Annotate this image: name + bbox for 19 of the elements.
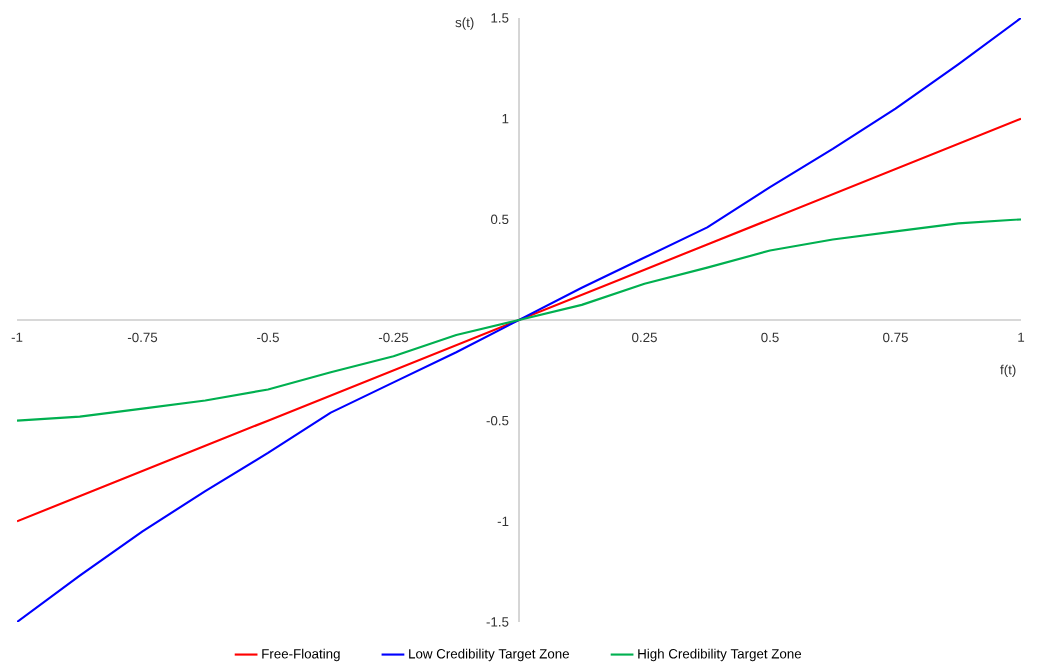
- legend-label: High Credibility Target Zone: [638, 648, 802, 662]
- y-tick-label: 1: [502, 114, 509, 124]
- x-tick-label: -1: [11, 332, 23, 342]
- y-tick-label: -0.5: [486, 415, 509, 426]
- x-tick-label: 1: [1018, 332, 1025, 342]
- y-tick-label: 0.5: [490, 214, 509, 225]
- x-tick-label: 0.25: [632, 332, 657, 343]
- x-tick-label: -0.25: [378, 332, 409, 343]
- x-tick-label: -0.5: [257, 332, 279, 343]
- legend-label: Low Credibility Target Zone: [409, 648, 569, 662]
- x-tick-label: 0.75: [883, 332, 908, 343]
- x-tick-label: 0.5: [761, 332, 779, 343]
- y-tick-label: -1.5: [486, 617, 509, 627]
- y-tick-label: -1: [497, 516, 509, 526]
- y-tick-label: 1.5: [491, 13, 509, 23]
- x-tick-label: -0.75: [127, 332, 158, 343]
- x-axis-title: f(t): [1000, 364, 1016, 378]
- legend-label: Free-Floating: [262, 648, 340, 662]
- y-axis-title: s(t): [455, 17, 474, 30]
